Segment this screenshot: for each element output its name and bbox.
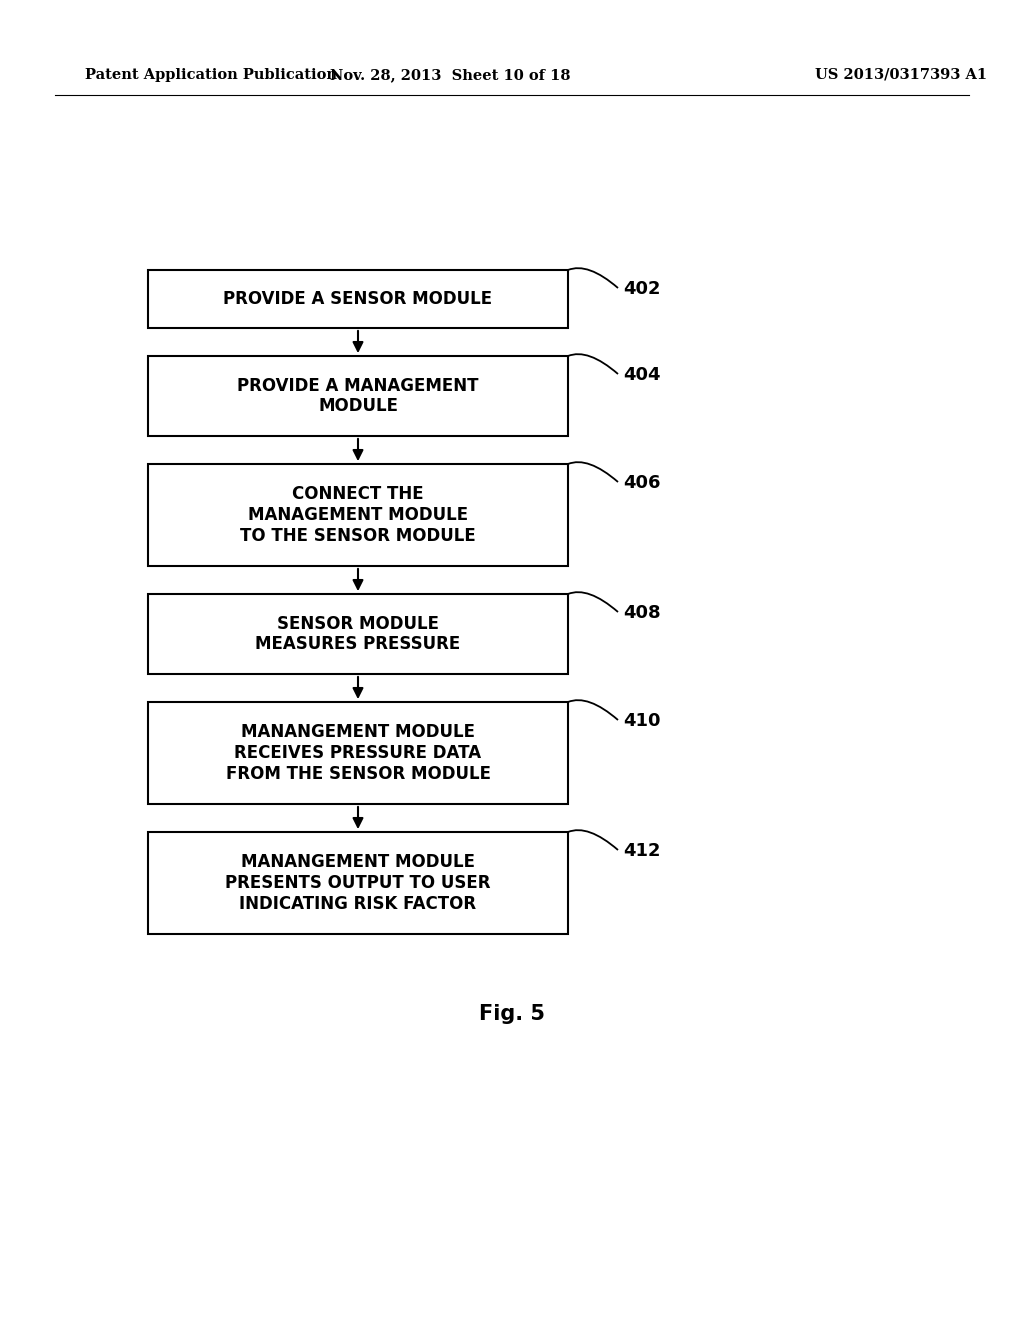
- Text: 402: 402: [623, 280, 660, 298]
- Text: 410: 410: [623, 711, 660, 730]
- Bar: [148, 832, 568, 935]
- Bar: [148, 271, 568, 327]
- Text: Nov. 28, 2013  Sheet 10 of 18: Nov. 28, 2013 Sheet 10 of 18: [331, 69, 570, 82]
- Text: CONNECT THE
MANAGEMENT MODULE
TO THE SENSOR MODULE: CONNECT THE MANAGEMENT MODULE TO THE SEN…: [240, 486, 476, 545]
- Text: MANANGEMENT MODULE
RECEIVES PRESSURE DATA
FROM THE SENSOR MODULE: MANANGEMENT MODULE RECEIVES PRESSURE DAT…: [225, 723, 490, 783]
- Bar: [148, 465, 568, 566]
- Text: Fig. 5: Fig. 5: [479, 1005, 545, 1024]
- Bar: [148, 356, 568, 436]
- Text: 412: 412: [623, 842, 660, 861]
- Bar: [148, 594, 568, 675]
- Bar: [148, 702, 568, 804]
- Text: PROVIDE A MANAGEMENT
MODULE: PROVIDE A MANAGEMENT MODULE: [238, 376, 479, 416]
- Text: MANANGEMENT MODULE
PRESENTS OUTPUT TO USER
INDICATING RISK FACTOR: MANANGEMENT MODULE PRESENTS OUTPUT TO US…: [225, 853, 490, 913]
- Text: 406: 406: [623, 474, 660, 492]
- Text: PROVIDE A SENSOR MODULE: PROVIDE A SENSOR MODULE: [223, 290, 493, 308]
- Text: SENSOR MODULE
MEASURES PRESSURE: SENSOR MODULE MEASURES PRESSURE: [255, 615, 461, 653]
- Text: 404: 404: [623, 366, 660, 384]
- Text: Patent Application Publication: Patent Application Publication: [85, 69, 337, 82]
- Text: 408: 408: [623, 605, 660, 622]
- Text: US 2013/0317393 A1: US 2013/0317393 A1: [815, 69, 987, 82]
